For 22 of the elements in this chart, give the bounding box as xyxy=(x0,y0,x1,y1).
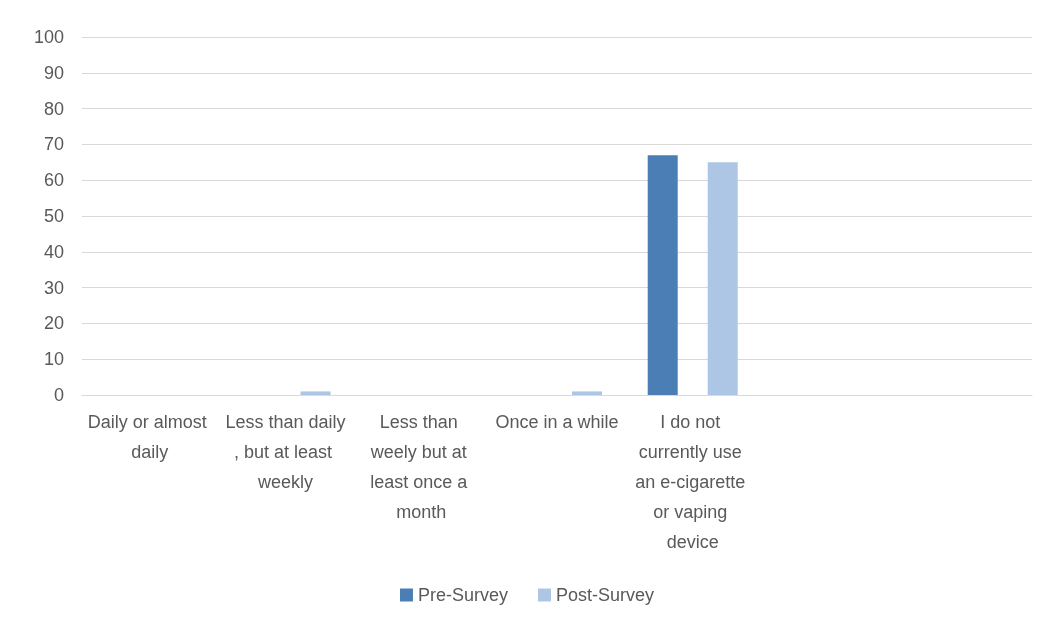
bar xyxy=(707,162,738,395)
bar xyxy=(572,391,602,395)
y-tick-label: 60 xyxy=(43,170,64,191)
x-tick-label: I do not currently use an e-cigarette or vaping device xyxy=(635,412,751,552)
bar xyxy=(647,155,678,395)
y-tick-label: 10 xyxy=(43,349,64,370)
y-tick-label: 90 xyxy=(43,62,64,83)
y-tick-label: 80 xyxy=(43,98,64,119)
y-tick-label: 100 xyxy=(33,27,64,47)
x-tick-label: Daily or almost daily xyxy=(87,412,212,462)
x-tick-label: Less than daily, but at least weekly xyxy=(225,412,346,492)
y-tick-label: 0 xyxy=(53,385,64,405)
y-tick-label: 30 xyxy=(43,277,64,298)
y-tick-label: 40 xyxy=(43,241,64,262)
y-tick-label: 20 xyxy=(43,313,64,334)
legend-label: Pre-Survey xyxy=(417,585,508,605)
y-tick-label: 50 xyxy=(43,206,64,226)
legend-label: Post-Survey xyxy=(556,585,655,605)
bar xyxy=(300,391,331,395)
x-tick-label: Once in a while xyxy=(495,412,619,432)
x-tick-label: Less than weely but at least once a month xyxy=(369,412,473,522)
y-tick-label: 70 xyxy=(43,134,64,155)
